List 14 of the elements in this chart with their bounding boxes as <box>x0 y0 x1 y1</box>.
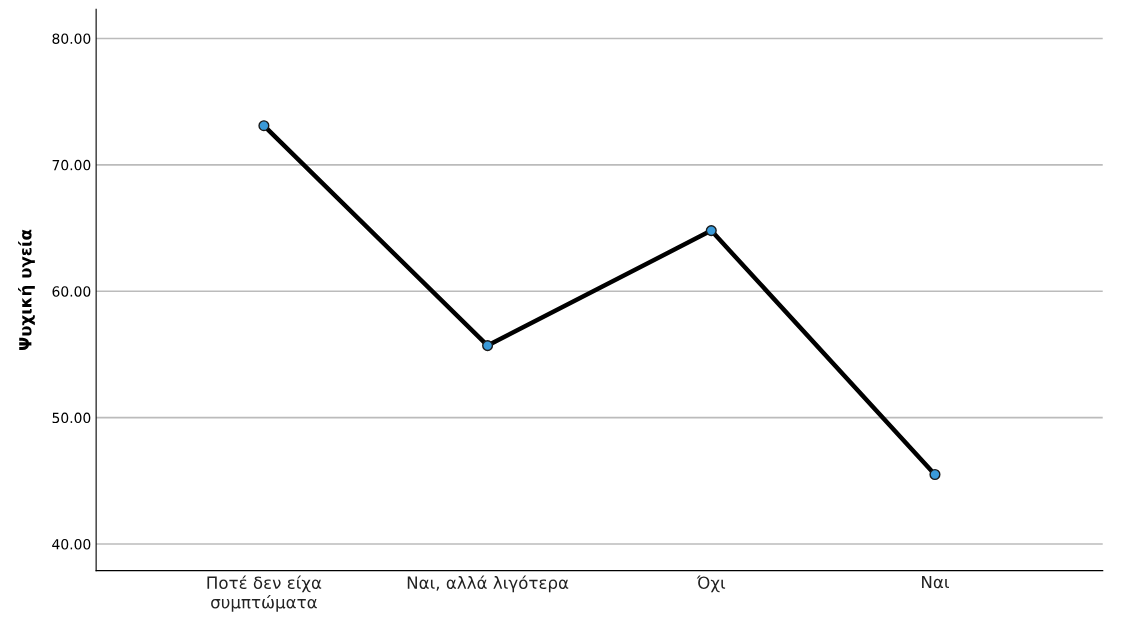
x-tick-label: Ναι, αλλά λιγότερα <box>407 575 569 593</box>
y-tick-label: 50.00 <box>52 412 91 424</box>
x-tick-label: Ποτέ δεν είχα συμπτώματα <box>207 575 322 612</box>
y-tick-label: 80.00 <box>52 33 91 44</box>
y-tick-label: 70.00 <box>52 159 91 171</box>
point <box>258 120 270 132</box>
x-tick-label: Όχι <box>696 575 726 593</box>
y-axis-title: Ψυχική υγεία <box>18 229 35 351</box>
y-tick-label: 40.00 <box>52 539 91 550</box>
point <box>929 468 941 481</box>
y-tick-label: 60.00 <box>52 286 91 297</box>
x-tick-label: Ναι <box>922 575 949 589</box>
point <box>705 225 717 237</box>
point <box>482 340 494 352</box>
